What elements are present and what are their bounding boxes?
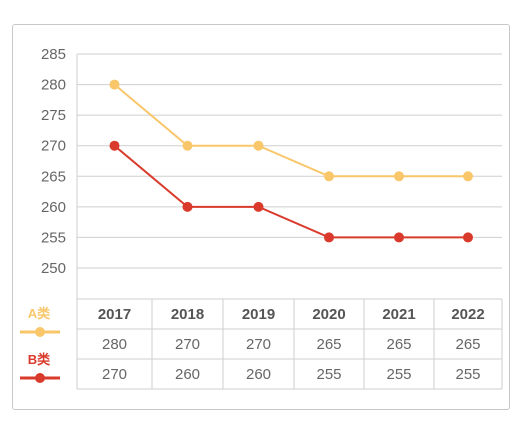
table-header-year: 2021 [382,306,415,323]
legend-label: A类 [28,306,51,321]
data-point [324,232,334,243]
series-line [113,83,468,178]
table-cell: 255 [455,366,480,383]
y-tick-label: 280 [41,77,66,94]
legend-marker [35,327,45,337]
table-cell: 260 [175,366,200,383]
data-point [324,171,334,182]
legend-label: B类 [28,352,51,367]
table-cell: 270 [246,336,271,353]
chart-frame [12,24,510,410]
data-point [109,140,120,151]
y-tick-label: 255 [41,229,66,246]
data-point [253,140,264,151]
table-header-year: 2019 [242,306,275,323]
data-point [182,201,193,212]
legend-marker [35,373,45,383]
y-tick-label: 275 [41,107,66,124]
y-tick-label: 250 [41,260,66,277]
y-tick-label: 260 [41,199,66,216]
table-cell: 255 [386,366,411,383]
data-point [394,232,404,243]
y-tick-label: 270 [41,138,66,155]
y-tick-label: 285 [41,46,66,63]
table-cell: 265 [455,336,480,353]
series-line [113,144,468,239]
table-header-year: 2017 [98,306,131,323]
data-point [463,171,473,182]
table-header-year: 2020 [312,306,345,323]
table-cell: 270 [175,336,200,353]
data-point [109,79,120,90]
data-point [463,232,473,243]
table-cell: 270 [102,366,127,383]
table-header-year: 2022 [451,306,484,323]
table-cell: 260 [246,366,271,383]
data-point [182,140,193,151]
data-point [394,171,404,182]
table-cell: 255 [316,366,341,383]
table-cell: 280 [102,336,127,353]
table-header-year: 2018 [171,306,204,323]
y-tick-label: 265 [41,168,66,185]
data-point [253,201,264,212]
table-cell: 265 [316,336,341,353]
table-cell: 265 [386,336,411,353]
